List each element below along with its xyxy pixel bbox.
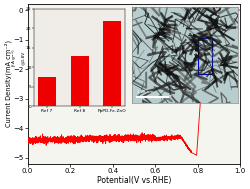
Y-axis label: Current Density(mA cm⁻²): Current Density(mA cm⁻²) — [4, 40, 12, 127]
X-axis label: Potential(V vs.RHE): Potential(V vs.RHE) — [97, 176, 171, 185]
